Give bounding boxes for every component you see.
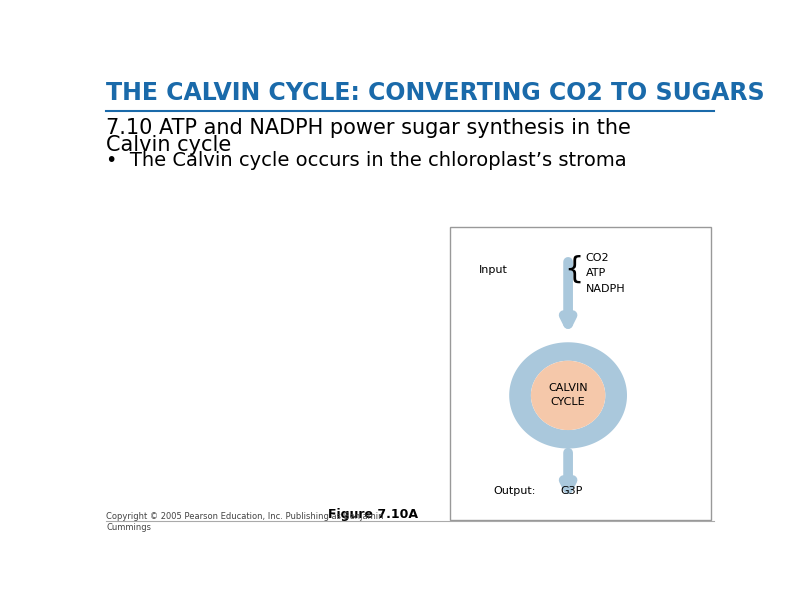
Bar [450, 227, 710, 520]
Polygon shape [510, 342, 627, 449]
Text: CYCLE: CYCLE [550, 397, 586, 407]
Text: NADPH: NADPH [586, 284, 625, 293]
Text: Calvin cycle: Calvin cycle [106, 134, 231, 155]
Text: THE CALVIN CYCLE: CONVERTING CO2 TO SUGARS: THE CALVIN CYCLE: CONVERTING CO2 TO SUGA… [106, 81, 765, 105]
Text: •  The Calvin cycle occurs in the chloroplast’s stroma: • The Calvin cycle occurs in the chlorop… [106, 151, 627, 170]
Text: CO2: CO2 [586, 253, 609, 263]
Text: G3P: G3P [560, 487, 582, 496]
Text: CALVIN: CALVIN [548, 383, 588, 394]
Text: Input: Input [479, 265, 508, 275]
Text: 7.10 ATP and NADPH power sugar synthesis in the: 7.10 ATP and NADPH power sugar synthesis… [106, 118, 631, 139]
Ellipse shape [531, 361, 606, 430]
Text: {: { [565, 255, 584, 284]
Text: Figure 7.10A: Figure 7.10A [328, 508, 418, 521]
Text: Output:: Output: [494, 487, 536, 496]
Text: ATP: ATP [586, 268, 606, 278]
Text: Copyright © 2005 Pearson Education, Inc. Publishing as Benjamin
Cummings: Copyright © 2005 Pearson Education, Inc.… [106, 512, 384, 532]
